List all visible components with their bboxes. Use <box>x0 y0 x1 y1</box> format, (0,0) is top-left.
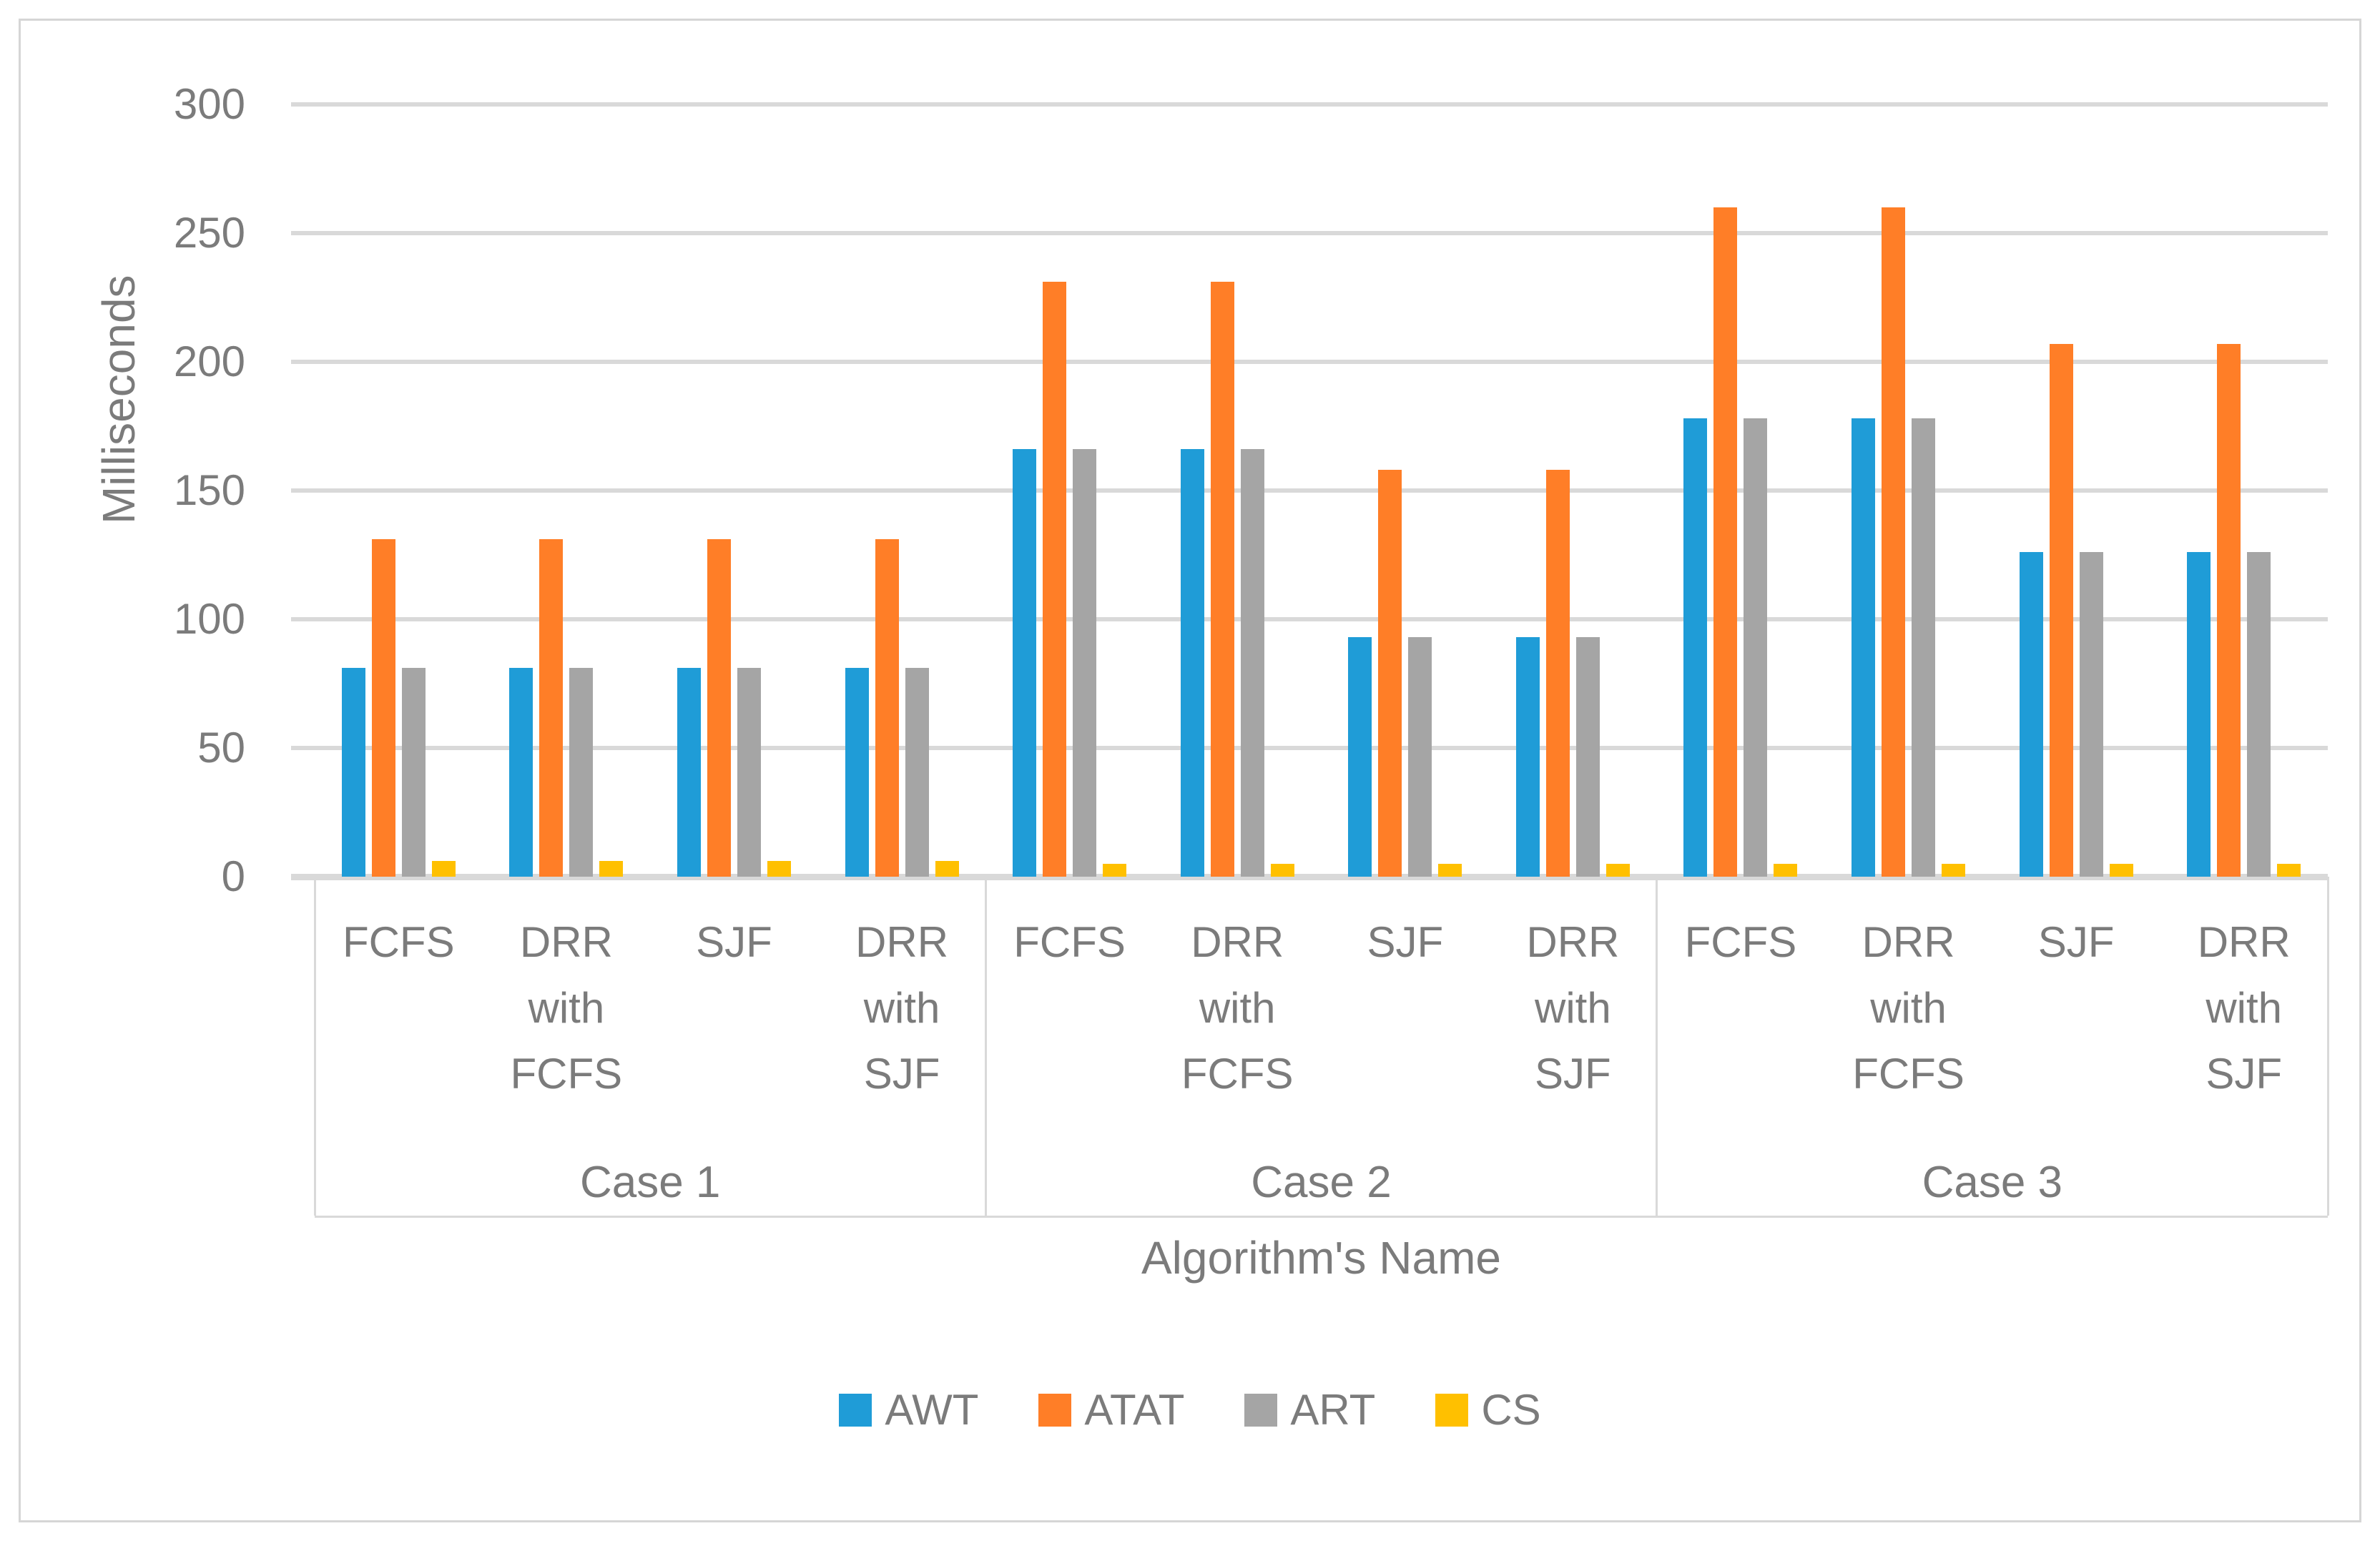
bar-awt <box>2187 552 2211 877</box>
bar-atat <box>1882 207 1906 877</box>
algorithm-label: FCFS <box>342 918 455 966</box>
gridline <box>291 102 2328 107</box>
bar-cs <box>1942 864 1966 877</box>
legend-swatch-cs <box>1435 1394 1469 1427</box>
bar-atat <box>1043 282 1067 877</box>
y-tick-label: 0 <box>221 852 245 900</box>
bar-awt <box>845 668 869 877</box>
bar-cs <box>767 861 791 877</box>
legend-swatch-art <box>1244 1394 1278 1427</box>
algorithm-label: SJF <box>1367 918 1444 966</box>
bar-cs <box>599 861 624 877</box>
bar-art <box>1744 418 1768 877</box>
bar-atat <box>875 539 899 877</box>
bar-atat <box>1545 470 1570 877</box>
legend: AWT ATAT ART CS <box>0 1389 2380 1432</box>
bar-art <box>905 668 929 877</box>
y-tick-label: 250 <box>173 209 245 257</box>
algorithm-label: DRR with SJF <box>855 918 949 1098</box>
gridline <box>291 360 2328 364</box>
bar-art <box>2247 552 2271 877</box>
case-label: Case 1 <box>579 1158 721 1207</box>
case-label: Case 2 <box>1251 1158 1392 1207</box>
legend-label: ART <box>1290 1386 1376 1434</box>
category-box-bottom-line <box>315 1216 2328 1218</box>
algorithm-label: FCFS <box>1684 918 1797 966</box>
gridline <box>291 488 2328 493</box>
legend-item: CS <box>1435 1386 1541 1434</box>
legend-item: ATAT <box>1038 1389 1184 1432</box>
algorithm-label: SJF <box>2037 918 2115 966</box>
bar-art <box>1912 418 1936 877</box>
bar-art <box>1408 637 1432 877</box>
case-separator <box>2326 877 2329 1216</box>
bar-atat <box>1378 470 1402 877</box>
algorithm-label: DRR with FCFS <box>1852 918 1965 1098</box>
y-tick-label: 50 <box>197 724 245 772</box>
x-axis-line <box>291 874 2328 880</box>
bar-cs <box>935 861 959 877</box>
bar-art <box>1240 449 1264 877</box>
bar-cs <box>1270 864 1294 877</box>
bar-awt <box>1852 418 1876 877</box>
bar-cs <box>2277 864 2301 877</box>
bar-cs <box>1774 864 1798 877</box>
y-tick-label: 100 <box>173 595 245 643</box>
bar-art <box>1575 637 1600 877</box>
bar-cs <box>2109 864 2133 877</box>
bar-awt <box>1013 449 1037 877</box>
bar-atat <box>2049 343 2073 877</box>
algorithm-label: FCFS <box>1013 918 1126 966</box>
case-separator <box>1656 877 1658 1216</box>
y-axis-title: Milliseconds <box>93 275 144 524</box>
y-tick-label: 150 <box>173 466 245 514</box>
algorithm-label: DRR with FCFS <box>510 918 623 1098</box>
y-tick-label: 200 <box>173 338 245 385</box>
bar-awt <box>1683 418 1708 877</box>
bar-atat <box>539 539 564 877</box>
gridline <box>291 746 2328 750</box>
case-separator <box>313 877 316 1216</box>
bar-awt <box>1515 637 1540 877</box>
algorithm-label: SJF <box>696 918 772 966</box>
bar-art <box>2079 552 2103 877</box>
bar-awt <box>1180 449 1204 877</box>
bar-awt <box>341 668 365 877</box>
bar-atat <box>1210 282 1234 877</box>
x-axis-title: Algorithm's Name <box>1141 1232 1502 1284</box>
legend-item: AWT <box>839 1389 978 1432</box>
bar-awt <box>2019 552 2043 877</box>
case-separator <box>984 877 987 1216</box>
bar-awt <box>1348 637 1372 877</box>
case-label: Case 3 <box>1922 1158 2063 1207</box>
legend-label: ATAT <box>1084 1386 1185 1434</box>
figure-border <box>19 19 2361 1522</box>
bar-art <box>737 668 761 877</box>
algorithm-label: DRR with FCFS <box>1181 918 1294 1098</box>
bar-cs <box>1103 864 1127 877</box>
bar-awt <box>677 668 701 877</box>
legend-item: ART <box>1244 1389 1375 1432</box>
bar-cs <box>1605 864 1630 877</box>
bar-art <box>569 668 594 877</box>
bar-atat <box>1713 207 1738 877</box>
gridline <box>291 231 2328 235</box>
y-tick-label: 300 <box>173 80 245 128</box>
legend-swatch-atat <box>1038 1394 1072 1427</box>
bar-cs <box>1438 864 1462 877</box>
legend-label: AWT <box>885 1386 979 1434</box>
bar-atat <box>371 539 395 877</box>
bar-art <box>1073 449 1097 877</box>
bar-awt <box>509 668 533 877</box>
gridline <box>291 617 2328 621</box>
bar-art <box>401 668 426 877</box>
bar-atat <box>2217 343 2241 877</box>
bar-atat <box>707 539 731 877</box>
algorithm-label: DRR with SJF <box>1526 918 1620 1098</box>
bar-cs <box>431 861 456 877</box>
legend-label: CS <box>1481 1386 1541 1434</box>
legend-swatch-awt <box>839 1394 872 1427</box>
algorithm-label: DRR with SJF <box>2197 918 2291 1098</box>
